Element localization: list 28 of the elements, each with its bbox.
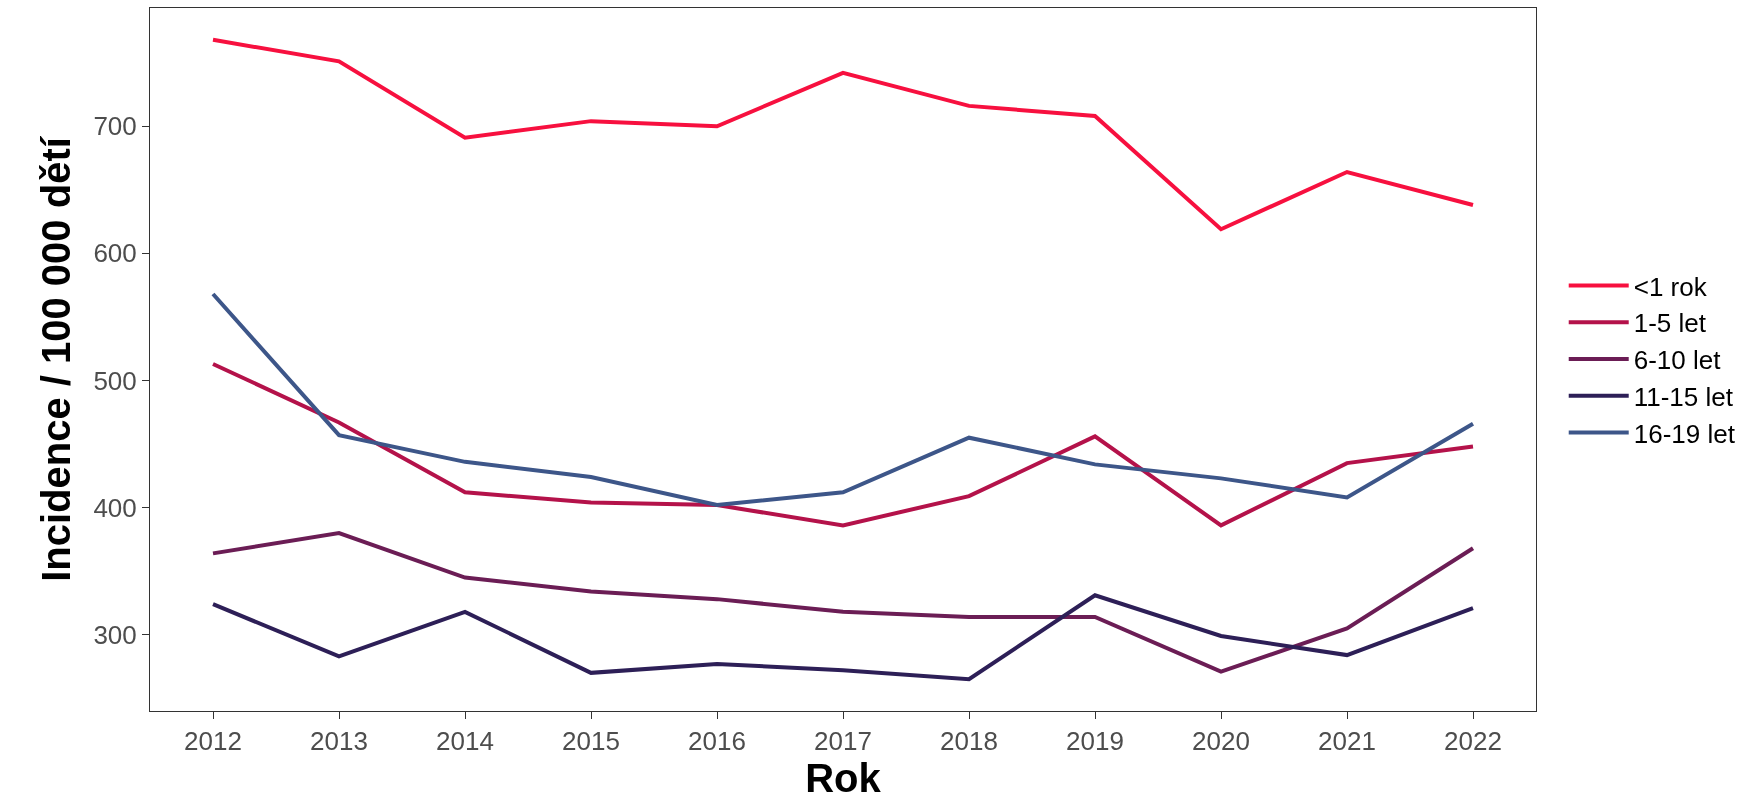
x-tick-label: 2012 (184, 726, 242, 757)
line-series (211, 593, 1475, 682)
y-axis-title: Incidence / 100 000 dětí (33, 135, 78, 582)
legend-label: 6-10 let (1633, 345, 1722, 376)
line-series (211, 531, 1475, 674)
x-tick-label: 2016 (688, 726, 746, 757)
x-tick-label: 2017 (814, 726, 872, 757)
x-tick-label: 2014 (436, 726, 494, 757)
legend-label: 16-19 let (1633, 418, 1736, 449)
x-tick-label: 2021 (1318, 726, 1376, 757)
x-tick-label: 2013 (310, 726, 368, 757)
legend-label: 1-5 let (1633, 308, 1707, 339)
x-tick-label: 2022 (1444, 726, 1502, 757)
legend-label: <1 rok (1633, 271, 1708, 302)
line-series (211, 37, 1475, 232)
x-axis-title: Rok (805, 756, 882, 801)
y-tick-label: 500 (93, 365, 137, 396)
legend-label: 11-15 let (1633, 381, 1734, 412)
y-tick-label: 600 (93, 238, 137, 269)
x-tick-label: 2020 (1192, 726, 1250, 757)
x-tick-label: 2015 (562, 726, 620, 757)
line-series (211, 292, 1475, 508)
y-tick-label: 700 (93, 111, 137, 142)
x-tick-label: 2018 (940, 726, 998, 757)
x-tick-label: 2019 (1066, 726, 1124, 757)
y-tick-label: 400 (93, 492, 137, 523)
y-tick-label: 300 (93, 619, 137, 650)
line-series (211, 361, 1475, 528)
